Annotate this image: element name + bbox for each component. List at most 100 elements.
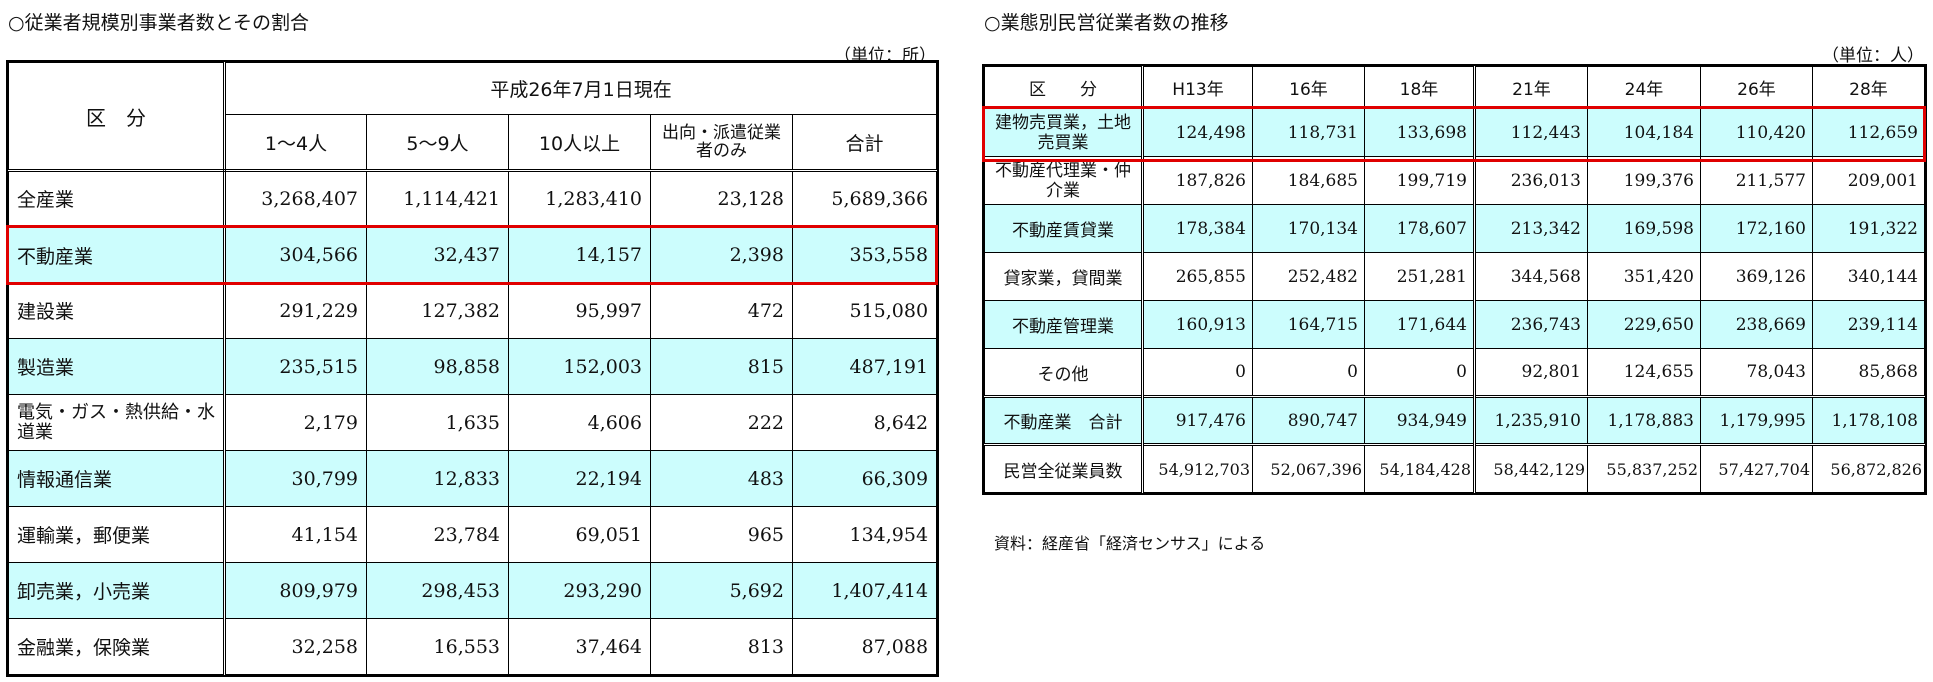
cell-value: 191,322 — [1812, 204, 1925, 253]
cell-value: 0 — [1142, 348, 1253, 397]
cell-value: 0 — [1252, 348, 1365, 397]
col-header-10-plus: 10人以上 — [508, 114, 651, 172]
date-header: 平成26年7月1日現在 — [223, 62, 938, 115]
cell-value: 58,442,129 — [1474, 443, 1588, 493]
cell-value: 340,144 — [1812, 252, 1925, 301]
row-label: 電気・ガス・熱供給・水道業 — [8, 394, 226, 451]
cell-value: 890,747 — [1252, 395, 1365, 445]
cell-value: 0 — [1364, 348, 1476, 397]
cell-value: 55,837,252 — [1587, 443, 1701, 493]
establishments-table: 区 分 平成26年7月1日現在 1～4人 5～9人 10人以上 出向・派遣従業者… — [5, 60, 940, 677]
table-row: 建物売買業，土地売買業 124,498 118,731 133,698 112,443 1… — [984, 108, 1925, 157]
cell-value: 487,191 — [791, 338, 938, 395]
cell-value: 95,997 — [508, 282, 651, 339]
cell-value: 5,692 — [650, 562, 793, 619]
left-section-title: ○従業者規模別事業者数とその割合 — [8, 12, 310, 34]
table-row: 不動産代理業・仲介業 187,826 184,685 199,719 236,013 19… — [984, 156, 1925, 205]
cell-value: 235,515 — [224, 338, 367, 395]
col-header-1-4: 1～4人 — [224, 114, 367, 172]
establishments-body: 全産業 3,268,407 1,114,421 1,283,410 23,128 5,68… — [8, 170, 938, 675]
cell-value: 112,443 — [1474, 108, 1588, 157]
cell-value: 124,498 — [1142, 108, 1253, 157]
table-row: 不動産賃貸業 178,384 170,134 178,607 213,342 169,59… — [984, 204, 1925, 253]
source-note: 資料：経産省「経済センサス」による — [994, 534, 1266, 553]
cell-value: 239,114 — [1812, 300, 1925, 349]
row-label: 不動産業 合計 — [984, 395, 1144, 445]
cell-value: 57,427,704 — [1700, 443, 1813, 493]
cell-value: 23,784 — [366, 506, 509, 563]
cell-value: 184,685 — [1252, 156, 1365, 205]
cell-value: 1,114,421 — [366, 170, 509, 228]
col-header-5-9: 5～9人 — [366, 114, 509, 172]
right-category-header: 区 分 — [984, 66, 1144, 109]
row-label: 建物売買業，土地売買業 — [984, 108, 1144, 157]
cell-value: 1,179,995 — [1700, 395, 1813, 445]
cell-value: 110,420 — [1700, 108, 1813, 157]
cell-value: 37,464 — [508, 618, 651, 675]
table-row: 建設業 291,229 127,382 95,997 472 515,080 — [8, 282, 938, 339]
cell-value: 351,420 — [1587, 252, 1701, 301]
cell-value: 52,067,396 — [1252, 443, 1365, 493]
cell-value: 171,644 — [1364, 300, 1476, 349]
cell-value: 8,642 — [791, 394, 938, 451]
cell-value: 54,912,703 — [1142, 443, 1253, 493]
cell-value: 14,157 — [508, 226, 651, 283]
left-unit-label: （単位：所） — [834, 46, 936, 66]
row-label: 製造業 — [8, 338, 226, 395]
cell-value: 238,669 — [1700, 300, 1813, 349]
cell-value: 41,154 — [224, 506, 367, 563]
cell-value: 1,178,108 — [1812, 395, 1925, 445]
col-header-total: 合計 — [791, 114, 938, 172]
cell-value: 1,407,414 — [791, 562, 938, 619]
row-label: 不動産管理業 — [984, 300, 1144, 349]
category-header: 区 分 — [8, 62, 226, 172]
right-section-title: ○業態別民営従業者数の推移 — [984, 12, 1229, 34]
cell-value: 178,384 — [1142, 204, 1253, 253]
cell-value: 515,080 — [791, 282, 938, 339]
cell-value: 87,088 — [791, 618, 938, 675]
cell-value: 2,179 — [224, 394, 367, 451]
cell-value: 22,194 — [508, 450, 651, 507]
cell-value: 251,281 — [1364, 252, 1476, 301]
row-label: 全産業 — [8, 170, 226, 228]
cell-value: 118,731 — [1252, 108, 1365, 157]
cell-value: 1,635 — [366, 394, 509, 451]
cell-value: 92,801 — [1474, 348, 1588, 397]
col-header-28: 28年 — [1812, 66, 1925, 109]
cell-value: 229,650 — [1587, 300, 1701, 349]
cell-value: 16,553 — [366, 618, 509, 675]
row-label: 建設業 — [8, 282, 226, 339]
cell-value: 304,566 — [224, 226, 367, 283]
table-row: 電気・ガス・熱供給・水道業 2,179 1,635 4,606 222 8,642 — [8, 394, 938, 451]
cell-value: 12,833 — [366, 450, 509, 507]
cell-value: 54,184,428 — [1364, 443, 1476, 493]
cell-value: 5,689,366 — [791, 170, 938, 228]
cell-value: 965 — [650, 506, 793, 563]
cell-value: 298,453 — [366, 562, 509, 619]
cell-value: 98,858 — [366, 338, 509, 395]
table-row: 不動産管理業 160,913 164,715 171,644 236,743 229,65… — [984, 300, 1925, 349]
row-label: 民営全従業員数 — [984, 443, 1144, 493]
cell-value: 265,855 — [1142, 252, 1253, 301]
cell-value: 934,949 — [1364, 395, 1476, 445]
cell-value: 236,013 — [1474, 156, 1588, 205]
cell-value: 164,715 — [1252, 300, 1365, 349]
cell-value: 813 — [650, 618, 793, 675]
cell-value: 1,235,910 — [1474, 395, 1588, 445]
cell-value: 199,719 — [1364, 156, 1476, 205]
cell-value: 112,659 — [1812, 108, 1925, 157]
cell-value: 56,872,826 — [1812, 443, 1925, 493]
row-label: 貸家業，貸間業 — [984, 252, 1144, 301]
table-row: 情報通信業 30,799 12,833 22,194 483 66,309 — [8, 450, 938, 507]
right-unit-label: （単位：人） — [1822, 46, 1924, 66]
cell-value: 472 — [650, 282, 793, 339]
table-row: 運輸業，郵便業 41,154 23,784 69,051 965 134,954 — [8, 506, 938, 563]
table-row: その他 0 0 0 92,801 124,655 78,043 85,868 — [984, 348, 1925, 397]
cell-value: 3,268,407 — [224, 170, 367, 228]
cell-value: 1,178,883 — [1587, 395, 1701, 445]
cell-value: 133,698 — [1364, 108, 1476, 157]
cell-value: 152,003 — [508, 338, 651, 395]
cell-value: 809,979 — [224, 562, 367, 619]
cell-value: 291,229 — [224, 282, 367, 339]
cell-value: 344,568 — [1474, 252, 1588, 301]
